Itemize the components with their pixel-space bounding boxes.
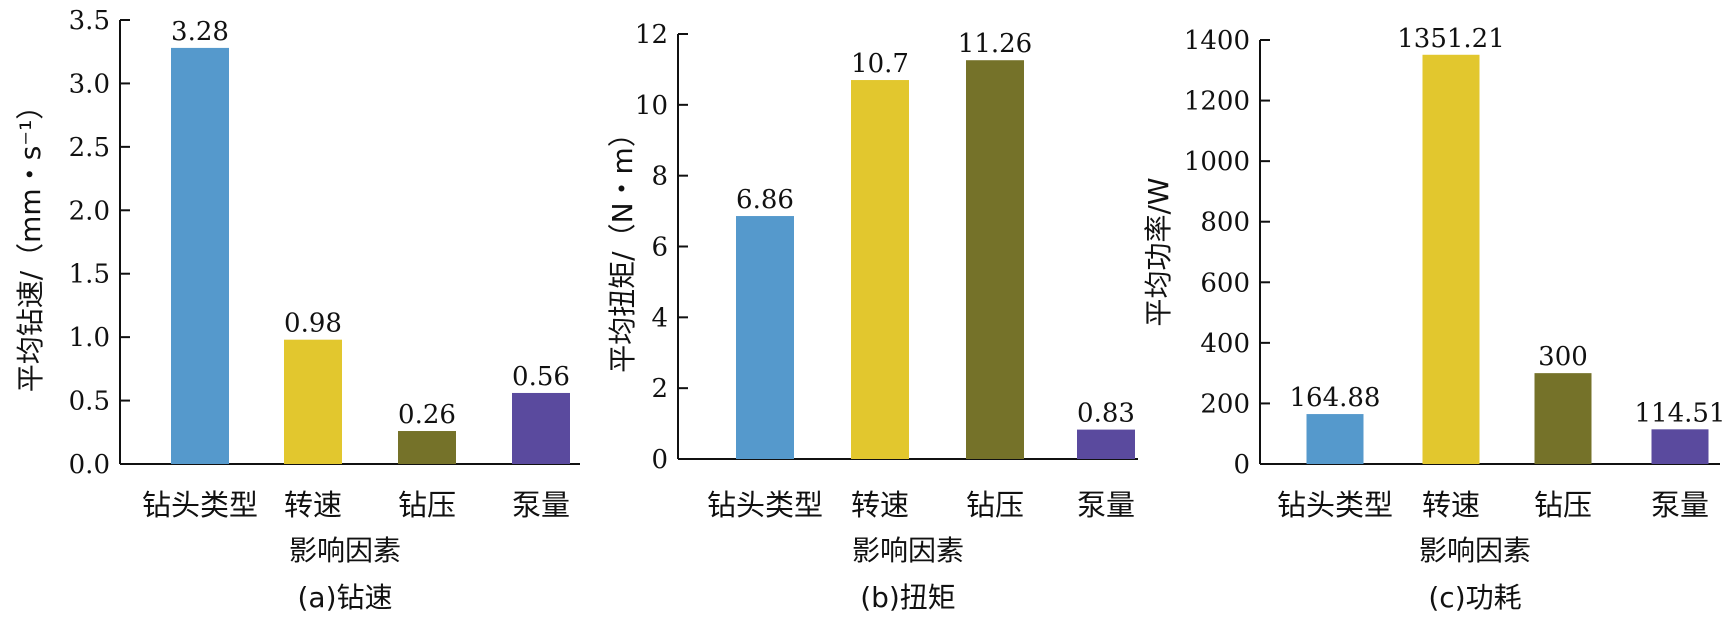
chart-2-y-tick-label: 12 (635, 20, 668, 50)
chart-2-bar-2 (851, 80, 909, 460)
chart-2-caption: (b)扭矩 (860, 581, 956, 614)
chart-1-y-tick-label: 0.0 (69, 450, 110, 480)
chart-3-value-label: 1351.21 (1397, 24, 1505, 54)
chart-2-value-label: 10.7 (851, 49, 909, 79)
chart-3-bar-3 (1534, 373, 1592, 464)
chart-1-value-label: 0.56 (512, 362, 570, 392)
chart-1-caption: (a)钻速 (297, 581, 392, 614)
chart-3-y-tick-label: 400 (1200, 329, 1250, 359)
chart-3-category-label: 钻压 (1534, 488, 1592, 522)
chart-3-y-tick-label: 1200 (1184, 87, 1250, 117)
chart-1-category-label: 钻头类型 (142, 488, 258, 522)
chart-1-category-label: 钻压 (398, 488, 456, 522)
chart-1-category-label: 转速 (284, 488, 342, 522)
chart-3-category-label: 转速 (1422, 488, 1480, 522)
chart-2-value-label: 11.26 (958, 29, 1032, 59)
chart-1-y-tick-label: 3.5 (69, 6, 110, 36)
chart-1-y-tick-label: 3.0 (69, 69, 110, 99)
chart-1-y-axis-title: 平均钻速/（mm・s⁻¹） (14, 92, 47, 393)
chart-1-value-label: 3.28 (171, 17, 229, 47)
chart-3-value-label: 114.51 (1635, 398, 1726, 428)
chart-2-y-tick-label: 2 (651, 374, 668, 404)
chart-2-x-axis-title: 影响因素 (852, 534, 964, 567)
chart-3-y-axis-title: 平均功率/W (1142, 177, 1175, 326)
chart-1-y-tick-label: 2.0 (69, 196, 110, 226)
chart-1-bar-4 (512, 392, 570, 464)
chart-2-category-label: 钻头类型 (707, 488, 823, 522)
chart-2-value-label: 6.86 (736, 185, 794, 215)
chart-2-bar-4 (1077, 429, 1135, 459)
chart-1-y-tick-label: 1.5 (69, 260, 110, 290)
chart-1-bar-1 (171, 47, 229, 465)
chart-2-category-label: 转速 (851, 488, 909, 522)
chart-3-y-tick-label: 200 (1200, 389, 1250, 419)
chart-2-y-tick-label: 6 (651, 233, 668, 263)
chart-3-bar-1 (1306, 414, 1364, 464)
chart-1-y-tick-label: 2.5 (69, 133, 110, 163)
chart-1-bar-3 (398, 431, 456, 464)
chart-2-bar-3 (966, 60, 1024, 459)
chart-3-bar-2 (1422, 54, 1480, 465)
chart-1-value-label: 0.26 (398, 400, 456, 430)
chart-3-y-tick-label: 600 (1200, 268, 1250, 298)
chart-2-y-tick-label: 10 (635, 91, 668, 121)
chart-1-y-tick-label: 0.5 (69, 387, 110, 417)
chart-2-y-axis-title: 平均扭矩/（N・m） (606, 119, 639, 373)
chart-3-category-label: 泵量 (1651, 488, 1709, 522)
chart-3-bar-4 (1651, 429, 1709, 464)
chart-2-bar-1 (736, 216, 794, 459)
chart-1-category-label: 泵量 (512, 488, 570, 522)
chart-2-y-tick-label: 0 (651, 445, 668, 475)
chart-2-category-label: 泵量 (1077, 488, 1135, 522)
chart-3-y-tick-label: 1000 (1184, 147, 1250, 177)
chart-3-caption: (c)功耗 (1428, 581, 1521, 614)
chart-3-x-axis-title: 影响因素 (1419, 534, 1531, 567)
chart-1-y-tick-label: 1.0 (69, 323, 110, 353)
chart-2-value-label: 0.83 (1077, 399, 1135, 429)
chart-2-y-tick-label: 4 (651, 303, 668, 333)
chart-2-category-label: 钻压 (966, 488, 1024, 522)
chart-2-y-tick-label: 8 (651, 162, 668, 192)
chart-1-bar-2 (284, 339, 342, 464)
chart-3-value-label: 164.88 (1290, 383, 1381, 413)
chart-3-category-label: 钻头类型 (1277, 488, 1393, 522)
chart-3-y-tick-label: 800 (1200, 208, 1250, 238)
chart-3-value-label: 300 (1538, 342, 1588, 372)
chart-1-x-axis-title: 影响因素 (289, 534, 401, 567)
chart-3-y-tick-label: 0 (1233, 450, 1250, 480)
chart-1-value-label: 0.98 (284, 309, 342, 339)
chart-3-y-tick-label: 1400 (1184, 26, 1250, 56)
